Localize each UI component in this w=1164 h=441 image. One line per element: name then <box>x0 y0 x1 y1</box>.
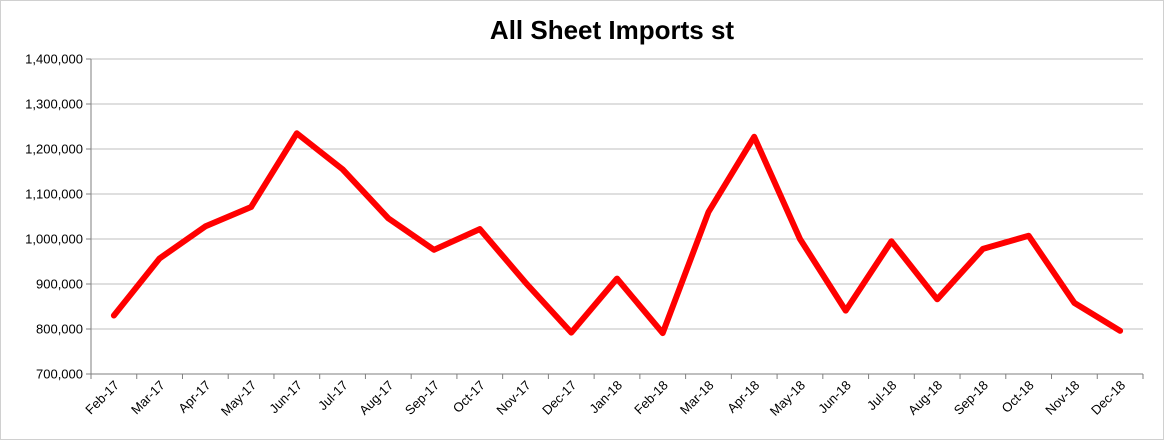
y-tick-label: 1,100,000 <box>25 187 83 202</box>
x-tick-label: Sep-17 <box>402 378 442 418</box>
x-tick-label: Dec-17 <box>539 378 579 418</box>
series <box>110 130 1124 337</box>
y-tick-label: 1,400,000 <box>25 52 83 67</box>
gridlines <box>91 58 1143 330</box>
x-tick-label: Oct-18 <box>999 378 1037 416</box>
x-tick-label: Mar-17 <box>128 378 168 418</box>
series-line <box>110 130 1124 337</box>
x-tick-label: May-17 <box>218 378 259 419</box>
chart-title: All Sheet Imports st <box>489 15 735 45</box>
y-tick-label: 1,200,000 <box>25 142 83 157</box>
x-tick-label: Apr-17 <box>175 378 213 416</box>
y-tick-label: 1,300,000 <box>25 97 83 112</box>
y-tick-label: 1,000,000 <box>25 232 83 247</box>
x-tick-label: Apr-18 <box>724 378 762 416</box>
x-tick-label: Jun-17 <box>266 378 305 417</box>
x-tick-label: Oct-17 <box>450 378 488 416</box>
x-tick-label: Mar-18 <box>677 378 717 418</box>
x-tick-label: Aug-18 <box>905 378 945 418</box>
y-tick-label: 800,000 <box>36 322 83 337</box>
x-tick-label: May-18 <box>767 378 808 419</box>
x-axis-ticks: Feb-17 Mar-17 Apr-17 May-17 Jun-17 Jul-17 Aug-… <box>82 378 1128 419</box>
x-tick-label: Jan-18 <box>586 378 625 417</box>
axes <box>86 58 1144 379</box>
x-tick-label: Sep-18 <box>951 378 991 418</box>
x-tick-label: Jun-18 <box>815 378 854 417</box>
x-tick-label: Jul-17 <box>315 378 351 414</box>
x-tick-label: Nov-17 <box>493 378 533 418</box>
x-tick-label: Dec-18 <box>1088 378 1128 418</box>
y-axis-ticks: 700,000 800,000 900,000 1,000,000 1,100,000 1… <box>25 52 83 382</box>
x-tick-label: Aug-17 <box>356 378 396 418</box>
y-tick-label: 900,000 <box>36 277 83 292</box>
x-tick-label: Nov-18 <box>1042 378 1082 418</box>
x-tick-label: Feb-18 <box>631 378 671 418</box>
x-tick-label: Feb-17 <box>82 378 122 418</box>
x-tick-label: Jul-18 <box>864 378 900 414</box>
y-tick-label: 700,000 <box>36 367 83 382</box>
